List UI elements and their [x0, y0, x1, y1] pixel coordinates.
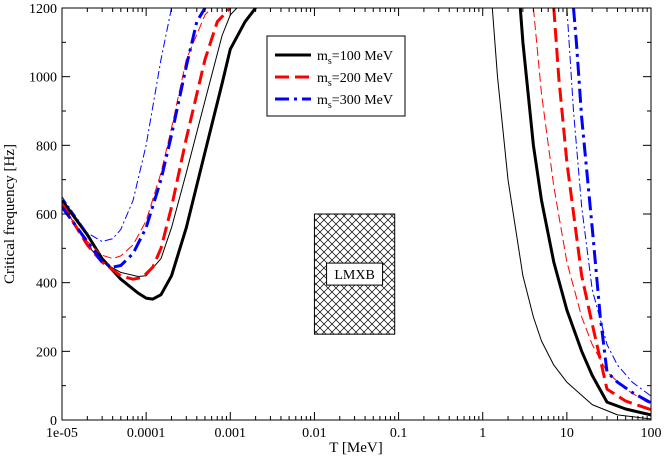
series-line-0000ff-w1	[566, 8, 651, 397]
x-tick-label: 100	[641, 426, 662, 441]
series-line-0000ff-w3	[572, 8, 651, 405]
x-axis-label: T [MeV]	[329, 440, 382, 456]
y-tick-label: 400	[36, 277, 57, 292]
lmxb-label: LMXB	[334, 268, 374, 283]
y-tick-label: 800	[36, 139, 57, 154]
y-tick-label: 600	[36, 208, 57, 223]
series-line-000000-w3	[518, 8, 651, 417]
series-line-ff0000-w3	[62, 8, 232, 281]
legend-label: ms=300 MeV	[317, 93, 393, 111]
series-line-0000ff-w1	[62, 8, 172, 242]
y-tick-label: 200	[36, 345, 57, 360]
y-tick-label: 0	[50, 414, 57, 429]
legend-label: ms=200 MeV	[317, 71, 393, 89]
lmxb-label-box	[326, 262, 384, 286]
series-line-000000-w1	[491, 8, 651, 420]
x-tick-label: 10	[560, 426, 574, 441]
series-group	[62, 8, 651, 420]
y-tick-label: 1000	[29, 71, 57, 86]
legend: ms=100 MeV ms=200 MeV ms=300 MeV	[266, 35, 406, 117]
x-tick-label: 1e-05	[46, 426, 78, 441]
x-tick-label: 0.0001	[127, 426, 166, 441]
y-tick-label: 1200	[29, 2, 57, 17]
y-axis-label: Critical frequency [Hz]	[2, 144, 18, 284]
series-line-ff0000-w3	[552, 8, 651, 412]
legend-box	[266, 35, 406, 117]
x-tick-label: 0.1	[390, 426, 408, 441]
x-tick-label: 0.01	[302, 426, 327, 441]
x-tick-label: 1	[479, 426, 486, 441]
series-line-ff0000-w1	[62, 8, 212, 260]
lmxb-region: LMXB	[313, 213, 396, 335]
legend-label: ms=100 MeV	[317, 49, 393, 67]
x-tick-label: 0.001	[215, 426, 247, 441]
series-line-0000ff-w3	[62, 8, 207, 269]
axes: 1e-05 0.0001 0.001 0.01 0.1 1 10 10002004006008…	[29, 2, 662, 441]
